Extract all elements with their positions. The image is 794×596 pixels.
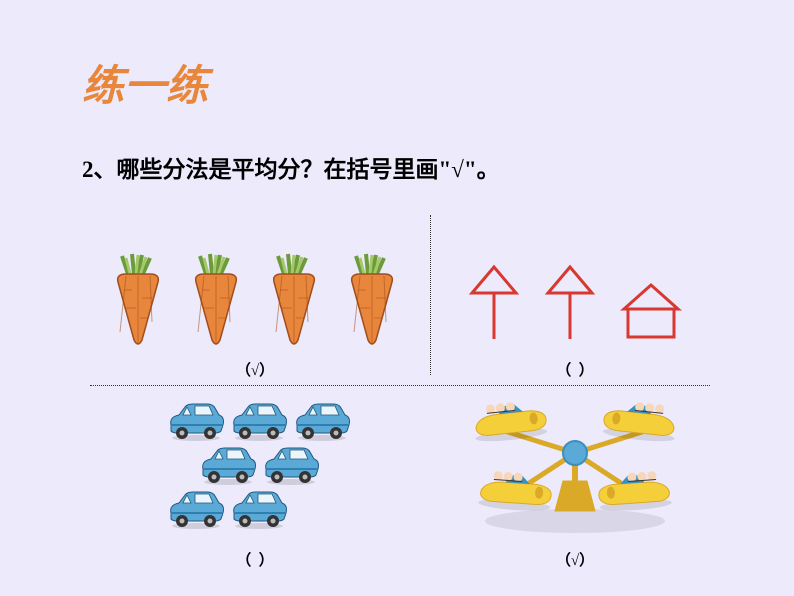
carrot-icon <box>258 252 330 347</box>
car-icon <box>228 489 290 534</box>
house-icon <box>620 281 682 341</box>
paren-close: ） <box>579 553 594 569</box>
car-icon <box>165 401 227 446</box>
answer-d: （√） <box>556 549 594 570</box>
car-icon <box>260 445 322 490</box>
carrot-icon <box>102 252 174 347</box>
paren-open: （ <box>236 553 251 569</box>
paren-open: （ <box>556 363 571 379</box>
cell-cars: （ ） <box>90 390 420 570</box>
question-text: 2、哪些分法是平均分？在括号里画"√"。 <box>82 150 500 184</box>
answer-b: （ ） <box>556 359 594 380</box>
vertical-divider <box>430 215 431 375</box>
car-icon <box>197 445 259 490</box>
paren-close: ） <box>259 553 274 569</box>
car-icon <box>228 401 290 446</box>
quadrant-grid: （√） （ ） <box>90 215 710 565</box>
check-d: √ <box>571 553 579 569</box>
paren-close: ） <box>579 363 594 379</box>
check-c <box>251 553 259 569</box>
answer-c: （ ） <box>236 549 274 570</box>
answer-a: （√） <box>236 359 274 380</box>
check-a: √ <box>251 363 259 379</box>
cell-ride: （√） <box>440 390 710 570</box>
paren-open: （ <box>236 363 251 379</box>
up-arrow-icon <box>544 263 596 341</box>
car-icon <box>291 401 353 446</box>
paren-open: （ <box>556 553 571 569</box>
carrot-icon <box>336 252 408 347</box>
shapes-row <box>468 263 682 341</box>
carrot-icon <box>180 252 252 347</box>
question-body: 哪些分法是平均分？在括号里画"√"。 <box>117 157 500 182</box>
ride-illustration <box>455 381 695 541</box>
car-icon <box>165 489 227 534</box>
check-b <box>571 363 579 379</box>
cell-carrots: （√） <box>90 215 420 380</box>
carrot-row <box>102 252 408 347</box>
cell-shapes: （ ） <box>440 215 710 380</box>
up-arrow-icon <box>468 263 520 341</box>
question-number: 2、 <box>82 157 117 182</box>
cars-cluster <box>125 401 385 541</box>
slide-title: 练一练 <box>82 52 208 113</box>
paren-close: ） <box>259 363 274 379</box>
